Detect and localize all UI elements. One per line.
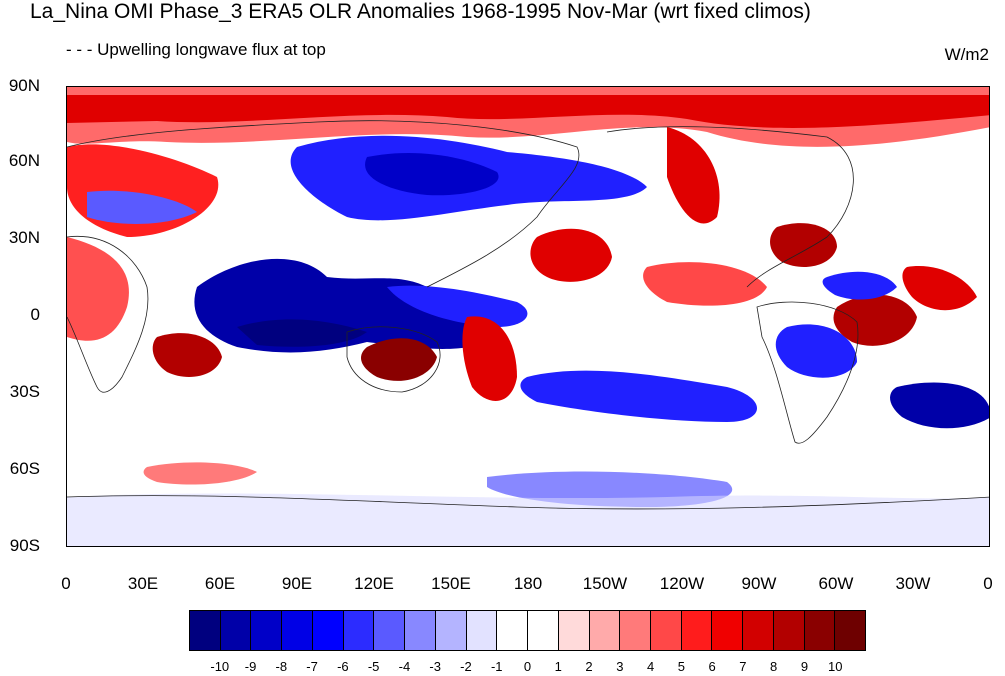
lon-label-0: 0 xyxy=(61,574,71,593)
colorbar-label: -4 xyxy=(398,659,411,674)
coast-eurasia xyxy=(67,120,580,288)
colorbar-swatch xyxy=(804,611,836,650)
anomaly-south-pacific-blue xyxy=(520,370,757,422)
colorbar-swatch xyxy=(466,611,498,650)
colorbar-swatch xyxy=(620,611,652,650)
coast-australia xyxy=(346,326,441,393)
colorbar-label: 4 xyxy=(646,659,655,674)
anomaly-atlantic-blue xyxy=(822,271,897,300)
colorbar-swatch xyxy=(435,611,467,650)
colorbar-swatch xyxy=(651,611,682,650)
colorbar-swatch xyxy=(190,611,221,650)
lon-label-120w: 120W xyxy=(659,574,705,593)
coast-antarctica xyxy=(67,495,989,510)
colorbar-swatch xyxy=(681,611,713,650)
colorbar-swatch xyxy=(343,611,375,650)
anomaly-atlantic-red xyxy=(770,223,837,267)
anomaly-south-pacific-red xyxy=(462,316,517,401)
units-label: W/m2 xyxy=(944,45,989,64)
lon-label-150e: 150E xyxy=(431,574,471,593)
colorbar-swatch xyxy=(405,611,436,650)
map-canvas xyxy=(67,87,989,546)
lon-label-90e: 90E xyxy=(281,574,313,593)
anomaly-south-america-blue xyxy=(775,324,857,378)
coast-africa xyxy=(67,235,149,393)
coastlines xyxy=(67,120,989,510)
colorbar-swatch xyxy=(773,611,805,650)
anomaly-maritime-blue xyxy=(387,285,528,327)
lat-label-90n: 90N xyxy=(8,76,40,95)
colorbar-swatch xyxy=(497,611,529,650)
colorbar-label: 9 xyxy=(800,659,809,674)
lon-label-60e: 60E xyxy=(204,574,236,593)
colorbar-swatch xyxy=(835,611,866,650)
colorbar-label: -1 xyxy=(490,659,503,674)
anomaly-west-atlantic-red xyxy=(902,266,977,311)
colorbar-label: 5 xyxy=(677,659,685,674)
colorbar-swatch xyxy=(558,611,590,650)
colorbar-label: -6 xyxy=(337,659,349,674)
colorbar-swatch xyxy=(220,611,252,650)
colorbar-label: 2 xyxy=(585,659,593,674)
coast-north-america xyxy=(606,126,854,288)
colorbar-label: -3 xyxy=(429,659,441,674)
lat-label-60s: 60S xyxy=(9,459,40,478)
lat-label-90s: 90S xyxy=(9,536,40,555)
anomaly-south-atlantic-blue xyxy=(890,382,989,429)
anomaly-indian-ocean-core xyxy=(237,319,367,347)
lon-label-180: 180 xyxy=(513,574,543,593)
lat-label-equator: 0 xyxy=(30,305,40,324)
coast-south-america xyxy=(756,301,859,444)
colorbar-swatch xyxy=(312,611,344,650)
map-title: La_Nina OMI Phase_3 ERA5 OLR Anomalies 1… xyxy=(30,0,811,23)
colorbar-label: -2 xyxy=(460,659,472,674)
anomaly-australia-red xyxy=(361,338,437,381)
colorbar-label: 8 xyxy=(770,659,778,674)
colorbar-label: 3 xyxy=(616,659,624,674)
anomaly-pacific-red-2 xyxy=(643,262,767,306)
colorbar-label: -7 xyxy=(306,659,318,674)
anomaly-madagascar-red xyxy=(152,333,222,377)
colorbar-swatch xyxy=(589,611,621,650)
colorbar-swatch xyxy=(282,611,313,650)
anomaly-southern-ocean-red xyxy=(143,462,257,485)
colorbar-swatch xyxy=(743,611,774,650)
colorbar-label: -8 xyxy=(275,659,288,674)
colorbar xyxy=(189,610,866,651)
colorbar-label: 6 xyxy=(708,659,716,674)
lon-label-120e: 120E xyxy=(354,574,394,593)
colorbar-swatch xyxy=(712,611,744,650)
olr-anomaly-map xyxy=(66,86,990,547)
colorbar-label: 10 xyxy=(827,659,843,674)
colorbar-swatch xyxy=(528,611,559,650)
colorbar-label: 7 xyxy=(739,659,747,674)
colorbar-label: -10 xyxy=(210,659,230,674)
lat-label-30n: 30N xyxy=(8,228,40,247)
colorbar-swatch xyxy=(374,611,406,650)
anomaly-arctic-core xyxy=(67,95,989,128)
anomaly-asia-blue xyxy=(87,190,197,224)
anomaly-africa-red xyxy=(67,237,129,341)
lon-label-0-east-edge: 0 xyxy=(983,574,993,593)
colorbar-label: -5 xyxy=(367,659,380,674)
lon-label-30e: 30E xyxy=(127,574,159,593)
lon-label-60w: 60W xyxy=(818,574,854,593)
colorbar-swatch xyxy=(251,611,283,650)
colorbar-label: -9 xyxy=(244,659,257,674)
lon-label-30w: 30W xyxy=(895,574,931,593)
anomaly-south-america-red xyxy=(833,294,917,346)
anomaly-pacific-red-1 xyxy=(530,228,612,282)
variable-description: - - - Upwelling longwave flux at top xyxy=(66,40,326,59)
lon-label-150w: 150W xyxy=(582,574,628,593)
lon-label-90w: 90W xyxy=(741,574,777,593)
anomaly-antarctic-pale xyxy=(67,493,989,546)
lat-label-30s: 30S xyxy=(9,382,40,401)
anomaly-north-america-red xyxy=(667,127,720,224)
lat-label-60n: 60N xyxy=(8,151,40,170)
anomaly-siberia-core xyxy=(365,152,499,196)
colorbar-label: 0 xyxy=(523,659,532,674)
colorbar-label: 1 xyxy=(554,659,562,674)
